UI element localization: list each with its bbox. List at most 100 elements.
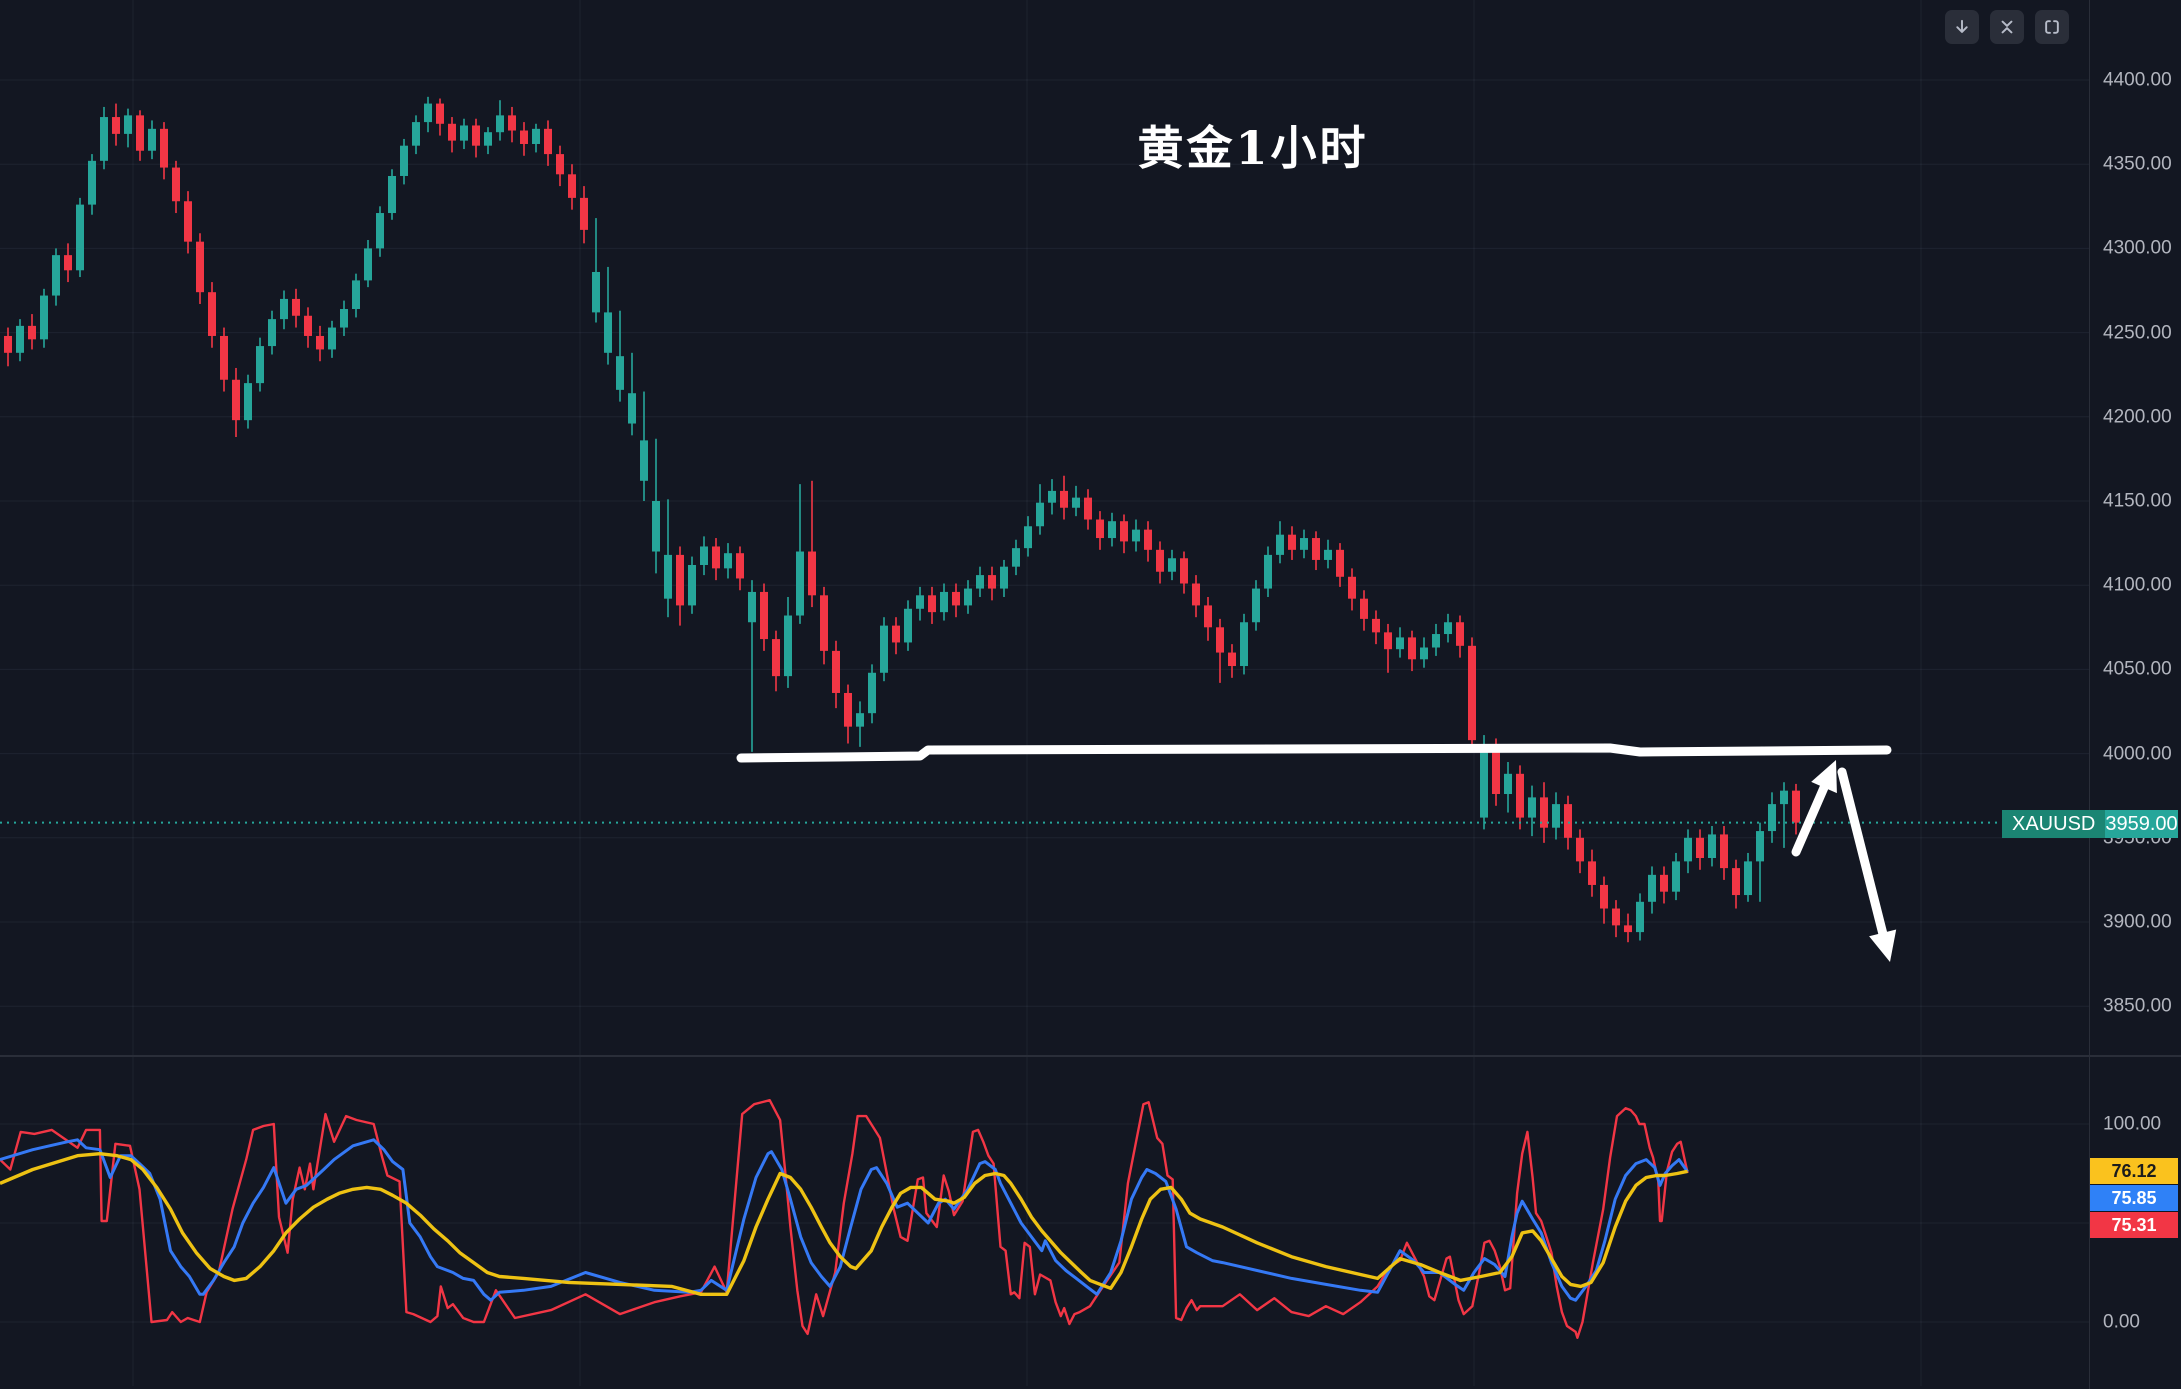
candle-body bbox=[1108, 521, 1116, 539]
candle-body bbox=[1204, 605, 1212, 628]
oscillator-line-fast[interactable] bbox=[0, 1098, 1689, 1340]
candle-body bbox=[988, 575, 996, 589]
last-price-label: XAUUSD 3959.00 bbox=[2002, 810, 2178, 838]
price-tick-label: 4000.00 bbox=[2103, 743, 2172, 765]
price-tick-label: 4400.00 bbox=[2103, 69, 2172, 91]
candle-body bbox=[364, 248, 372, 281]
candle-body bbox=[688, 564, 696, 606]
candle-body bbox=[1708, 834, 1716, 859]
candle-body bbox=[76, 204, 84, 271]
candle-body bbox=[916, 595, 924, 609]
candle-body bbox=[868, 672, 876, 714]
candle-body bbox=[952, 591, 960, 606]
candle-body bbox=[1156, 549, 1164, 572]
candle-body bbox=[1360, 598, 1368, 619]
candle-body bbox=[1120, 521, 1128, 542]
candle-body bbox=[148, 128, 156, 151]
candle-body bbox=[568, 174, 576, 198]
candle-body bbox=[1132, 529, 1140, 542]
candle-body bbox=[628, 393, 636, 424]
candle-body bbox=[1672, 861, 1680, 892]
scroll-to-latest-button[interactable] bbox=[1945, 10, 1979, 44]
candle-body bbox=[1036, 502, 1044, 527]
candle-body bbox=[184, 201, 192, 242]
candle-body bbox=[844, 692, 852, 727]
candle-body bbox=[1468, 645, 1476, 741]
candle-body bbox=[1396, 637, 1404, 650]
price-axis[interactable] bbox=[2089, 0, 2181, 1389]
candle-body bbox=[1300, 538, 1308, 550]
candle-body bbox=[1144, 529, 1152, 550]
candle-body bbox=[1384, 632, 1392, 650]
candle-body bbox=[1072, 497, 1080, 508]
candle-body bbox=[1744, 861, 1752, 896]
candle-body bbox=[1444, 622, 1452, 635]
candle-body bbox=[448, 123, 456, 141]
candle-body bbox=[904, 608, 912, 643]
candle-body bbox=[964, 588, 972, 606]
candle-body bbox=[424, 103, 432, 123]
candle-body bbox=[280, 298, 288, 320]
candle-body bbox=[784, 615, 792, 677]
candle-body bbox=[1636, 901, 1644, 933]
candle-body bbox=[352, 280, 360, 310]
candle-body bbox=[520, 130, 528, 144]
candle-body bbox=[1264, 554, 1272, 589]
candle-body bbox=[1492, 746, 1500, 795]
candle-body bbox=[1612, 908, 1620, 926]
candle-body bbox=[208, 292, 216, 336]
oscillator-value-badge-yellow: 76.12 bbox=[2090, 1158, 2178, 1184]
candle-body bbox=[172, 167, 180, 202]
candle-body bbox=[292, 298, 300, 316]
price-tick-label: 3850.00 bbox=[2103, 995, 2172, 1017]
candle-body bbox=[820, 595, 828, 651]
candle-body bbox=[496, 115, 504, 133]
arrow-down-head[interactable] bbox=[1869, 929, 1897, 963]
candle-body bbox=[796, 551, 804, 616]
candle-body bbox=[736, 553, 744, 579]
oscillator-tick-label: 100.00 bbox=[2103, 1113, 2162, 1135]
candle-body bbox=[1516, 773, 1524, 818]
candle-body bbox=[220, 335, 228, 380]
candle-body bbox=[1624, 925, 1632, 933]
arrow-down-shaft[interactable] bbox=[1837, 767, 1888, 938]
candle-body bbox=[1684, 837, 1692, 862]
arrow-up-head[interactable] bbox=[1811, 760, 1837, 794]
arrow-down-icon bbox=[1953, 18, 1971, 36]
resistance-line-drawing[interactable] bbox=[736, 743, 1892, 763]
collapse-pane-button[interactable] bbox=[1990, 10, 2024, 44]
candle-body bbox=[124, 115, 132, 134]
candle-body bbox=[1288, 534, 1296, 550]
candle-body bbox=[1660, 874, 1668, 892]
price-tick-label: 4200.00 bbox=[2103, 406, 2172, 428]
candle-body bbox=[940, 591, 948, 613]
candle-body bbox=[1252, 588, 1260, 623]
candle-body bbox=[532, 128, 540, 144]
candle-body bbox=[1024, 526, 1032, 549]
candle-body bbox=[1420, 647, 1428, 660]
candle-body bbox=[1180, 558, 1188, 584]
oscillator-value-badge-blue: 75.85 bbox=[2090, 1185, 2178, 1211]
candle-body bbox=[1756, 831, 1764, 862]
oscillator-line-slow[interactable] bbox=[0, 1138, 1689, 1302]
candle-body bbox=[100, 117, 108, 161]
candle-body bbox=[1048, 490, 1056, 503]
candle-body bbox=[808, 551, 816, 596]
candle-body bbox=[1168, 558, 1176, 572]
arrow-up-shaft[interactable] bbox=[1791, 783, 1829, 857]
oscillator-line-signal[interactable] bbox=[0, 1151, 1688, 1297]
price-tick-label: 4250.00 bbox=[2103, 322, 2172, 344]
candle-body bbox=[340, 309, 348, 328]
candle-body bbox=[556, 154, 564, 175]
candle-body bbox=[484, 132, 492, 146]
maximize-pane-button[interactable] bbox=[2035, 10, 2069, 44]
price-tick-label: 4350.00 bbox=[2103, 153, 2172, 175]
price-tick-label: 4300.00 bbox=[2103, 237, 2172, 259]
candle-body bbox=[1012, 548, 1020, 567]
candle-body bbox=[1084, 497, 1092, 520]
candle-body bbox=[1600, 884, 1608, 909]
candle-body bbox=[1000, 566, 1008, 589]
candle-body bbox=[1588, 861, 1596, 885]
